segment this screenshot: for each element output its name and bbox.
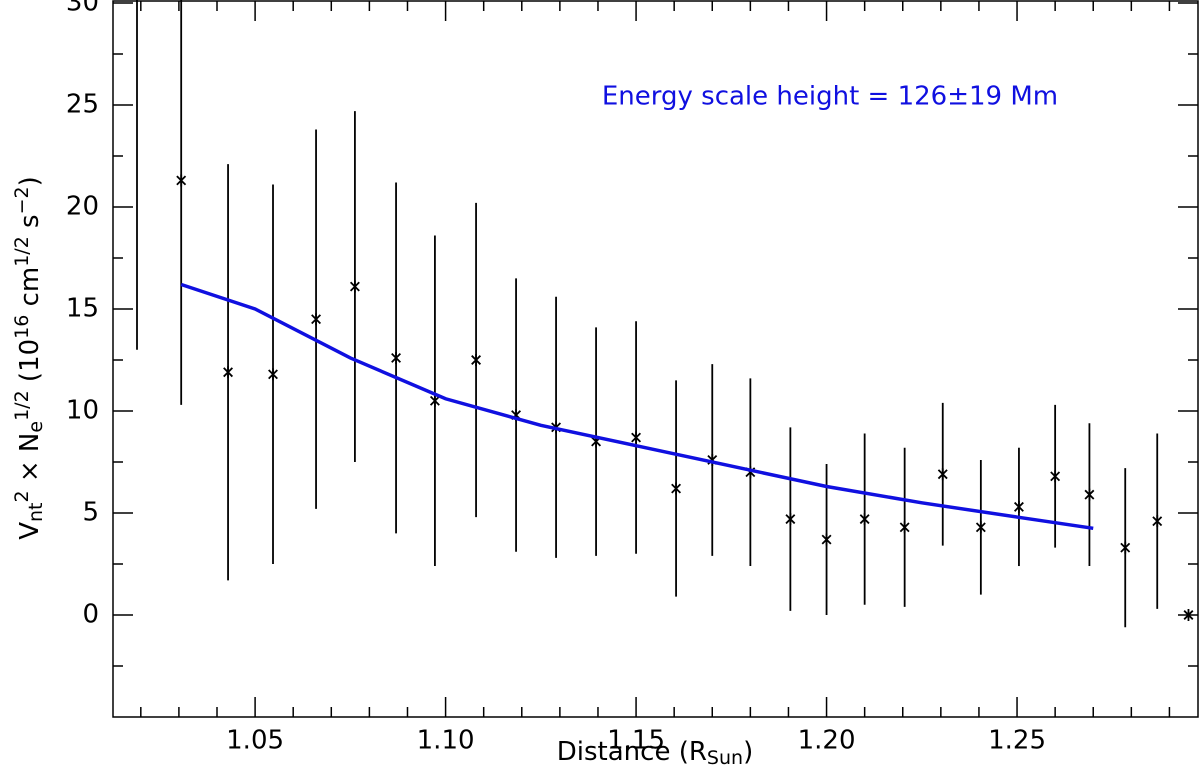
y-tick-label: 15: [66, 294, 99, 324]
x-tick-label: 1.15: [607, 726, 665, 756]
y-tick-label: 20: [66, 192, 99, 222]
data-point: [268, 368, 278, 381]
fit-line: [180, 282, 1094, 531]
y-tick-label: 10: [66, 396, 99, 426]
label-part: s: [15, 214, 45, 236]
data-point: [975, 521, 986, 534]
data-point: [391, 351, 402, 364]
x-tick-label: 1.05: [226, 726, 284, 756]
data-point: [311, 313, 322, 326]
data-point: [1183, 609, 1194, 621]
data-point: [1013, 500, 1024, 513]
label-part: e: [25, 421, 47, 433]
data-point: [785, 513, 796, 526]
data-point: [223, 366, 234, 379]
label-part: Sun: [707, 747, 743, 769]
y-tick-label: 30: [66, 0, 99, 18]
label-part: (10: [15, 339, 45, 391]
label-part: nt: [25, 502, 47, 522]
label-part: V: [15, 522, 45, 540]
data-point: [1120, 541, 1131, 554]
label-part: ): [743, 737, 753, 767]
x-tick-label: 1.25: [988, 726, 1046, 756]
data-point: [471, 354, 482, 366]
label-part: 16: [11, 315, 33, 339]
label-part: 2: [11, 490, 33, 502]
data-point: [821, 533, 832, 546]
data-point: [429, 394, 440, 407]
label-part: × N: [15, 433, 45, 491]
label-part: 1/2: [11, 390, 33, 421]
x-tick-label: 1.10: [417, 726, 475, 756]
plot-area: [136, 0, 1194, 628]
data-point: [349, 280, 360, 293]
y-tick-label: 25: [66, 90, 99, 120]
data-point: [1050, 470, 1061, 483]
data-point: [631, 431, 642, 444]
y-tick-label: 5: [82, 498, 99, 528]
data-point: [859, 513, 870, 526]
data-point: [1152, 515, 1163, 528]
data-point: [671, 482, 682, 495]
label-part: ): [15, 176, 45, 186]
x-tick-label: 1.20: [798, 726, 856, 756]
y-axis-label: Vnt2 × Ne1/2 (1016 cm1/2 s−2): [11, 176, 47, 540]
data-point: [176, 174, 187, 187]
label-part: cm: [15, 267, 45, 315]
label-part: −2: [11, 186, 33, 214]
label-part: 1/2: [11, 236, 33, 267]
data-point: [937, 468, 948, 481]
data-point: [899, 521, 910, 534]
label-part: Distance (R: [557, 737, 707, 767]
annotation: Energy scale height = 126±19 Mm: [602, 82, 1058, 112]
data-point: [1084, 488, 1095, 501]
x-axis-label: Distance (RSun): [557, 737, 753, 770]
plot-frame: [112, 0, 1199, 718]
y-tick-label: 0: [82, 600, 99, 630]
